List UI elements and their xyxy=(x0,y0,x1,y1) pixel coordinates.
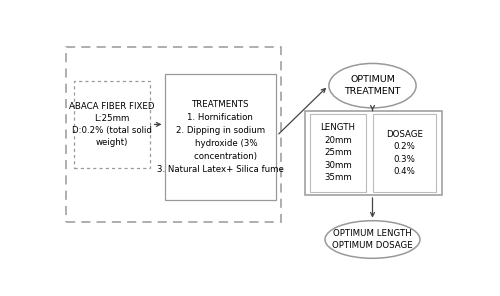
FancyBboxPatch shape xyxy=(310,114,366,192)
Text: OPTIMUM LENGTH
OPTIMUM DOSAGE: OPTIMUM LENGTH OPTIMUM DOSAGE xyxy=(332,229,413,250)
FancyBboxPatch shape xyxy=(304,111,442,195)
Ellipse shape xyxy=(329,63,416,108)
Ellipse shape xyxy=(325,221,420,258)
Text: LENGTH
20mm
25mm
30mm
35mm: LENGTH 20mm 25mm 30mm 35mm xyxy=(320,123,356,182)
Text: DOSAGE
0.2%
0.3%
0.4%: DOSAGE 0.2% 0.3% 0.4% xyxy=(386,130,423,176)
FancyBboxPatch shape xyxy=(372,114,436,192)
Text: ABACA FIBER FIXED
L:25mm
D:0.2% (total solid
weight): ABACA FIBER FIXED L:25mm D:0.2% (total s… xyxy=(69,102,154,147)
Text: OPTIMUM
TREATMENT: OPTIMUM TREATMENT xyxy=(344,75,401,96)
FancyBboxPatch shape xyxy=(74,81,150,168)
FancyBboxPatch shape xyxy=(165,74,276,200)
Text: TREATMENTS
1. Hornification
2. Dipping in sodium
    hydroxide (3%
    concentra: TREATMENTS 1. Hornification 2. Dipping i… xyxy=(157,100,284,173)
